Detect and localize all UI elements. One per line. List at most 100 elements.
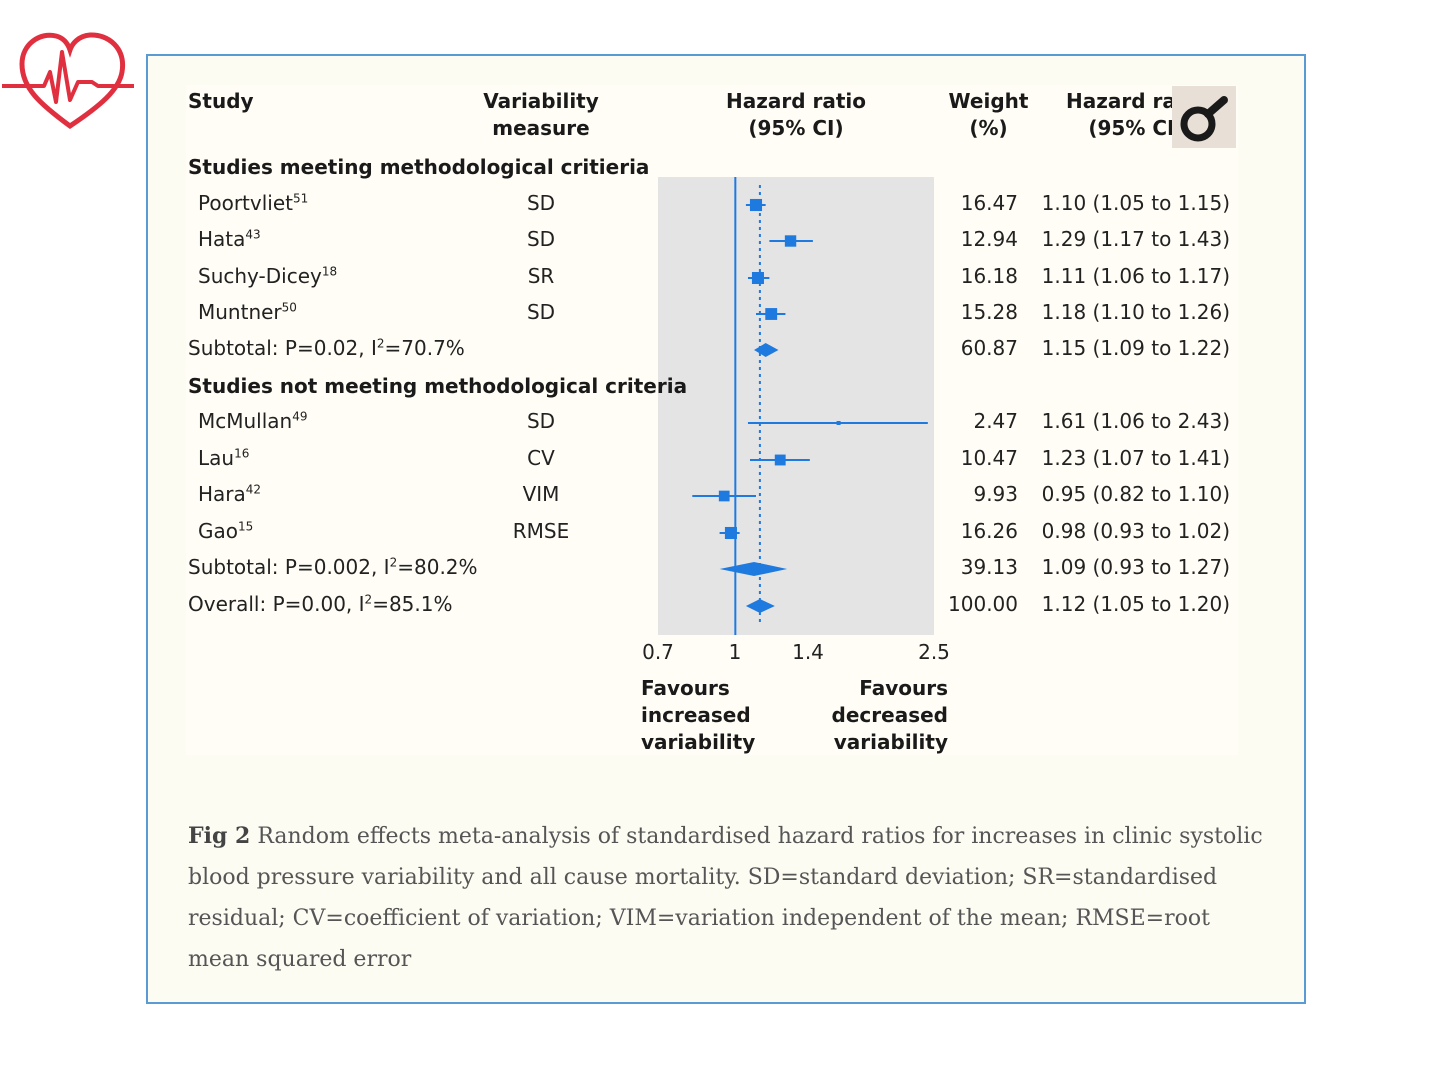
study-label: Lau16 xyxy=(198,446,249,470)
hazard-ratio-text: 1.11 (1.06 to 1.17) xyxy=(1041,264,1230,288)
axis-tick-label: 1.4 xyxy=(792,640,824,664)
hazard-ratio-text: 1.29 (1.17 to 1.43) xyxy=(1041,227,1230,251)
study-name: Gao xyxy=(198,519,238,543)
point-estimate-marker xyxy=(751,271,764,285)
hazard-ratio-text: 1.15 (1.09 to 1.22) xyxy=(1041,336,1230,360)
favours-right-line2: decreased xyxy=(831,703,948,727)
study-name: Subtotal: P=0.002, I xyxy=(188,555,390,579)
study-name: Subtotal: P=0.02, I xyxy=(188,336,377,360)
hazard-ratio-text: 1.18 (1.10 to 1.26) xyxy=(1041,300,1230,324)
weight-value: 10.47 xyxy=(960,446,1018,470)
point-estimate-marker xyxy=(724,526,737,540)
forest-plot: Study Variability measure Hazard ratio (… xyxy=(186,85,1238,755)
study-label: Hara42 xyxy=(198,482,261,506)
point-estimate-marker xyxy=(784,235,797,247)
study-label: Subtotal: P=0.002, I2=80.2% xyxy=(188,555,478,579)
header-weight: Weight (%) xyxy=(946,88,1031,142)
hazard-ratio-text: 1.09 (0.93 to 1.27) xyxy=(1041,555,1230,579)
study-label: Overall: P=0.00, I2=85.1% xyxy=(188,592,452,616)
variability-measure: SD xyxy=(526,409,556,433)
weight-value: 9.93 xyxy=(973,482,1018,506)
study-reference: 2 xyxy=(376,336,385,351)
study-reference: 51 xyxy=(292,191,309,206)
study-label: Poortvliet51 xyxy=(198,191,308,215)
weight-value: 16.26 xyxy=(960,519,1018,543)
study-name: Hara xyxy=(198,482,246,506)
study-label: Subtotal: P=0.02, I2=70.7% xyxy=(188,336,465,360)
header-weight-line2: (%) xyxy=(969,116,1008,140)
header-study: Study xyxy=(188,89,254,113)
hazard-ratio-text: 1.23 (1.07 to 1.41) xyxy=(1041,446,1230,470)
caption-text: Random effects meta-analysis of standard… xyxy=(188,824,1263,972)
header-measure-line1: Variability xyxy=(483,89,599,113)
favours-increased-label: Favours increased variability xyxy=(641,675,755,756)
study-reference: 15 xyxy=(238,519,254,534)
point-estimate-marker xyxy=(765,308,778,320)
favours-right-line3: variability xyxy=(833,730,948,754)
favours-left-line2: increased xyxy=(641,703,751,727)
weight-value: 2.47 xyxy=(973,409,1018,433)
point-estimate-marker xyxy=(718,490,730,502)
hazard-ratio-text: 0.95 (0.82 to 1.10) xyxy=(1041,482,1230,506)
axis-tick-label: 1 xyxy=(728,640,742,664)
caption-fig-label: Fig 2 xyxy=(188,823,251,849)
study-label: Hata43 xyxy=(198,227,261,251)
variability-measure: SR xyxy=(527,264,555,288)
weight-value: 39.13 xyxy=(960,555,1018,579)
heterogeneity-value: =85.1% xyxy=(372,592,453,616)
magnifier-glyph-icon xyxy=(1180,96,1228,142)
variability-measure: CV xyxy=(527,446,555,470)
study-reference: 2 xyxy=(364,592,373,607)
header-hrtext-line2: (95% CI) xyxy=(1088,116,1184,140)
variability-measure: SD xyxy=(526,191,556,215)
study-label: Muntner50 xyxy=(198,300,297,324)
hazard-ratio-text: 1.12 (1.05 to 1.20) xyxy=(1041,592,1230,616)
header-hazard-ratio: Hazard ratio (95% CI) xyxy=(716,88,876,142)
favours-left-line1: Favours xyxy=(641,676,730,700)
magnifier-icon[interactable] xyxy=(1172,86,1236,148)
weight-value: 100.00 xyxy=(948,592,1018,616)
header-measure: Variability measure xyxy=(476,88,606,142)
study-reference: 42 xyxy=(245,482,262,497)
study-name: Hata xyxy=(198,227,246,251)
variability-measure: VIM xyxy=(522,482,560,506)
study-reference: 2 xyxy=(389,555,398,570)
study-reference: 16 xyxy=(234,446,250,461)
weight-value: 16.18 xyxy=(960,264,1018,288)
weight-value: 60.87 xyxy=(960,336,1018,360)
variability-measure: SD xyxy=(526,227,556,251)
study-reference: 18 xyxy=(321,264,338,279)
weight-value: 15.28 xyxy=(960,300,1018,324)
favours-decreased-label: Favours decreased variability xyxy=(826,675,948,756)
hazard-ratio-text: 0.98 (0.93 to 1.02) xyxy=(1041,519,1230,543)
study-name: Overall: P=0.00, I xyxy=(188,592,365,616)
point-estimate-marker xyxy=(749,198,763,212)
pooled-estimate-diamond xyxy=(745,599,775,613)
heterogeneity-value: =70.7% xyxy=(384,336,465,360)
pooled-estimate-diamond xyxy=(754,343,779,357)
header-measure-line2: measure xyxy=(492,116,590,140)
favours-right-line1: Favours xyxy=(859,676,948,700)
heartbeat-logo-icon xyxy=(2,32,134,130)
study-label: McMullan49 xyxy=(198,409,308,433)
forest-plot-svg xyxy=(658,177,934,635)
point-estimate-marker xyxy=(774,454,786,466)
variability-measure: RMSE xyxy=(512,519,570,543)
weight-value: 12.94 xyxy=(960,227,1018,251)
study-name: Suchy-Dicey xyxy=(198,264,322,288)
section-title: Studies not meeting methodological crite… xyxy=(188,374,688,398)
study-label: Gao15 xyxy=(198,519,253,543)
study-name: Muntner xyxy=(198,300,282,324)
axis-tick-label: 0.7 xyxy=(642,640,674,664)
hazard-ratio-text: 1.61 (1.06 to 2.43) xyxy=(1041,409,1230,433)
figure-caption: Fig 2 Random effects meta-analysis of st… xyxy=(188,816,1268,980)
section-title: Studies meeting methodological critieria xyxy=(188,155,650,179)
heterogeneity-value: =80.2% xyxy=(397,555,478,579)
point-estimate-marker xyxy=(836,421,841,425)
study-name: Lau xyxy=(198,446,235,470)
study-name: Poortvliet xyxy=(198,191,293,215)
study-reference: 50 xyxy=(281,300,297,315)
header-hr-line2: (95% CI) xyxy=(748,116,844,140)
header-hr-line1: Hazard ratio xyxy=(725,89,867,113)
hazard-ratio-text: 1.10 (1.05 to 1.15) xyxy=(1041,191,1230,215)
